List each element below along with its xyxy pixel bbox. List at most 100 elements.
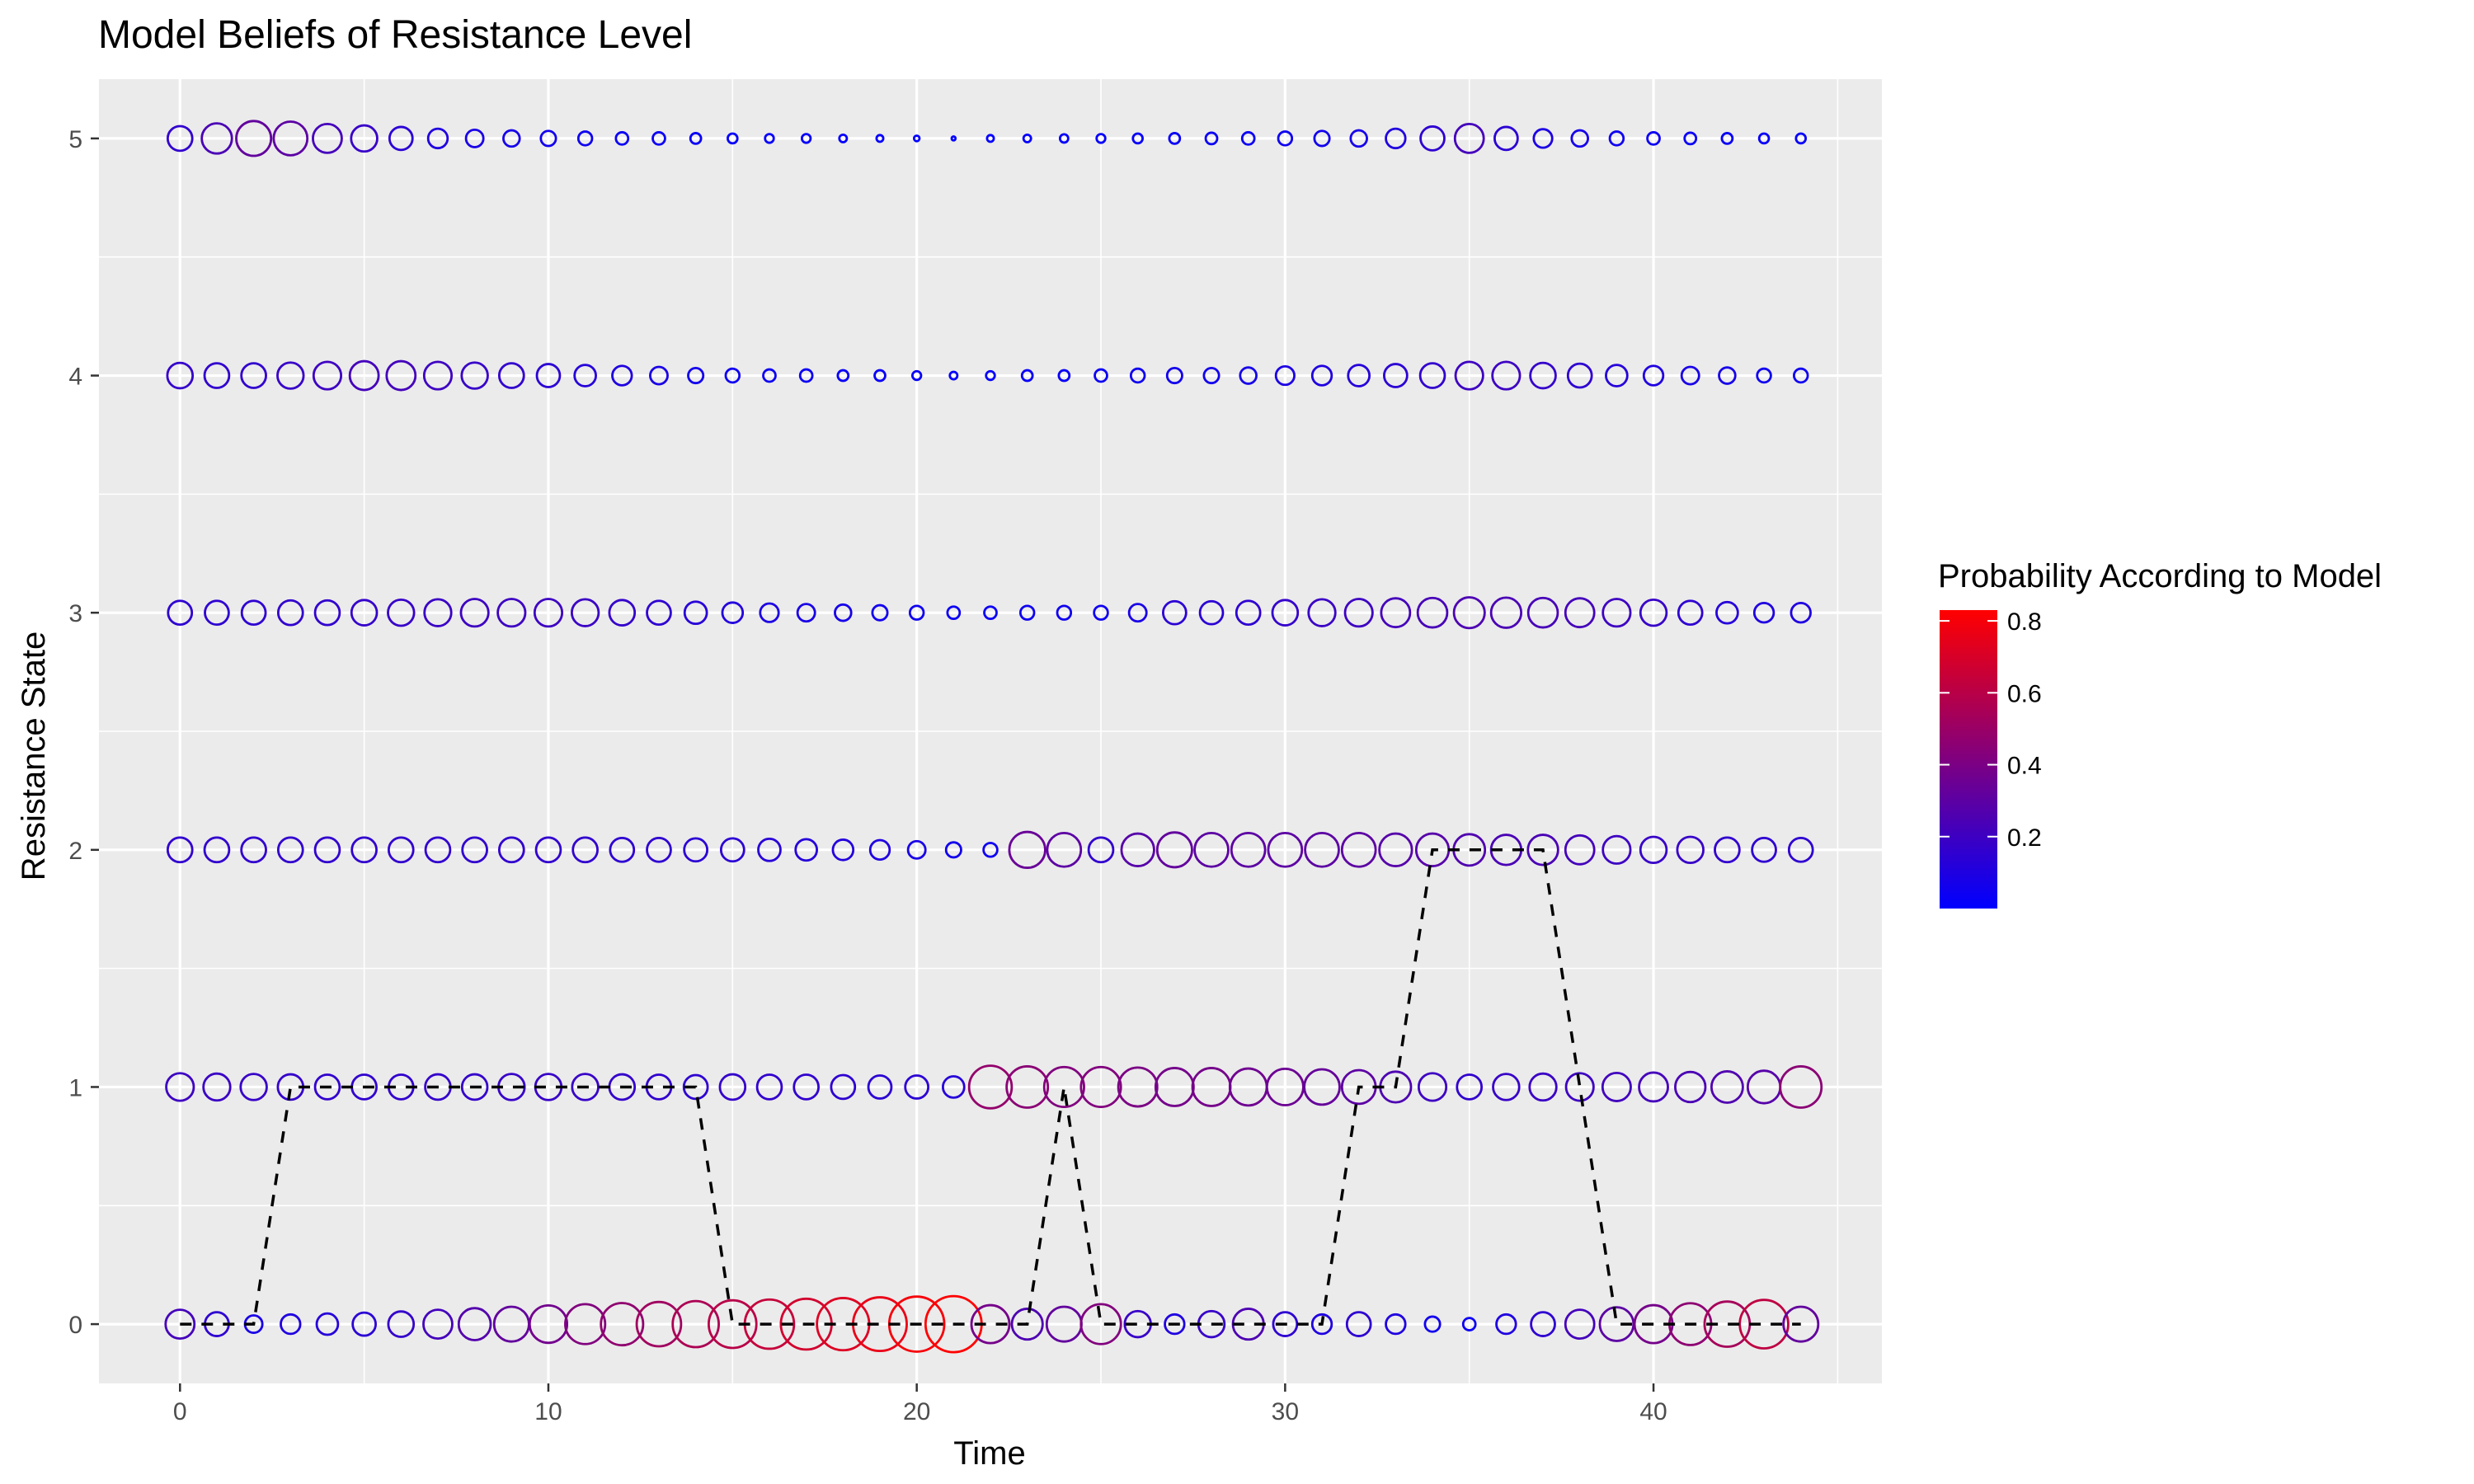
probability-point	[1416, 596, 1449, 629]
probability-point	[1385, 127, 1407, 150]
y-tick-label: 1	[68, 1074, 82, 1101]
probability-point	[1720, 132, 1734, 145]
probability-point	[942, 1075, 966, 1099]
probability-point	[1340, 831, 1377, 868]
probability-point	[497, 836, 525, 864]
probability-point	[570, 598, 600, 627]
probability-point	[350, 124, 379, 153]
probability-point	[867, 1074, 893, 1100]
probability-point	[1230, 831, 1267, 868]
probability-point	[1117, 1066, 1159, 1108]
probability-point	[1715, 600, 1739, 625]
legend-tick-label: 0.6	[2007, 680, 2042, 707]
probability-point	[387, 598, 416, 627]
probability-point	[534, 836, 562, 864]
probability-point	[724, 367, 741, 384]
probability-point	[202, 1072, 232, 1102]
probability-point	[1492, 1073, 1521, 1101]
probability-point	[240, 599, 267, 627]
probability-point	[1790, 601, 1812, 624]
probability-point	[200, 122, 233, 155]
probability-point	[1313, 129, 1331, 148]
probability-point	[796, 603, 816, 623]
probability-point	[533, 598, 564, 628]
probability-point	[836, 369, 850, 383]
probability-point	[1605, 364, 1629, 387]
probability-point	[1129, 367, 1146, 384]
probability-point	[1782, 1305, 1820, 1343]
probability-point	[757, 837, 782, 862]
probability-point	[1642, 364, 1665, 387]
probability-point	[1493, 125, 1519, 152]
probability-point	[166, 124, 194, 153]
probability-point	[970, 1303, 1011, 1345]
probability-point	[875, 134, 885, 143]
legend-tick-label: 0.4	[2007, 753, 2042, 780]
probability-point	[1528, 1072, 1558, 1102]
probability-point	[1161, 599, 1188, 626]
probability-point	[1131, 132, 1144, 145]
probability-point	[528, 1303, 569, 1345]
probability-point	[166, 836, 194, 864]
probability-point	[1779, 1065, 1823, 1109]
probability-point	[671, 1299, 720, 1349]
chart-title: Model Beliefs of Resistance Level	[98, 13, 692, 57]
probability-point	[1303, 1068, 1341, 1106]
x-tick-label: 10	[534, 1398, 562, 1425]
probability-point	[646, 599, 672, 627]
probability-point	[830, 1073, 857, 1101]
probability-point	[1093, 604, 1109, 621]
probability-point	[794, 838, 818, 862]
probability-point	[967, 1064, 1014, 1110]
probability-point	[1452, 596, 1486, 630]
probability-point	[350, 599, 379, 627]
probability-point	[1378, 832, 1413, 867]
probability-point	[272, 120, 309, 157]
probability-point	[1794, 132, 1808, 145]
probability-point	[1530, 1311, 1556, 1337]
probability-point	[689, 132, 703, 145]
probability-point	[1304, 831, 1340, 868]
probability-point	[1526, 596, 1559, 629]
probability-point	[460, 1073, 489, 1101]
probability-point	[1193, 831, 1230, 868]
probability-point	[912, 134, 921, 143]
probability-point	[1602, 834, 1632, 865]
probability-point	[1094, 368, 1108, 383]
probability-point	[1079, 1303, 1122, 1345]
probability-point	[651, 131, 666, 146]
probability-point	[1164, 1313, 1186, 1336]
legend: Probability According to Model 0.2 0.4 0.6…	[1938, 558, 2382, 909]
probability-point	[1274, 364, 1296, 387]
y-tick-label: 5	[68, 126, 82, 153]
probability-point	[1710, 1070, 1744, 1104]
probability-point	[1202, 367, 1221, 385]
probability-point	[385, 359, 417, 392]
probability-point	[1787, 836, 1814, 863]
y-tick-label: 0	[68, 1312, 82, 1339]
probability-point	[727, 132, 739, 145]
probability-point	[460, 361, 489, 390]
probability-point	[1239, 366, 1258, 385]
legend-tick-label: 0.2	[2007, 824, 2042, 852]
probability-point	[351, 1311, 377, 1337]
probability-point	[1495, 1313, 1517, 1336]
probability-point	[312, 123, 343, 154]
probability-point	[1165, 367, 1183, 385]
probability-point	[564, 1303, 607, 1345]
probability-point	[203, 836, 231, 864]
true-state-line	[180, 848, 1801, 1326]
probability-point	[1564, 834, 1596, 866]
probability-point	[350, 836, 378, 864]
probability-point	[204, 599, 230, 627]
probability-point	[985, 369, 996, 382]
grid-minor	[99, 79, 1882, 1383]
probability-point	[1020, 369, 1034, 383]
y-tick-label: 4	[68, 364, 82, 391]
probability-point	[1010, 1308, 1044, 1341]
probability-point	[203, 362, 231, 389]
probability-point	[276, 599, 304, 627]
probability-point	[1127, 603, 1148, 623]
probability-point	[1491, 360, 1522, 391]
probability-point	[1674, 1070, 1707, 1104]
